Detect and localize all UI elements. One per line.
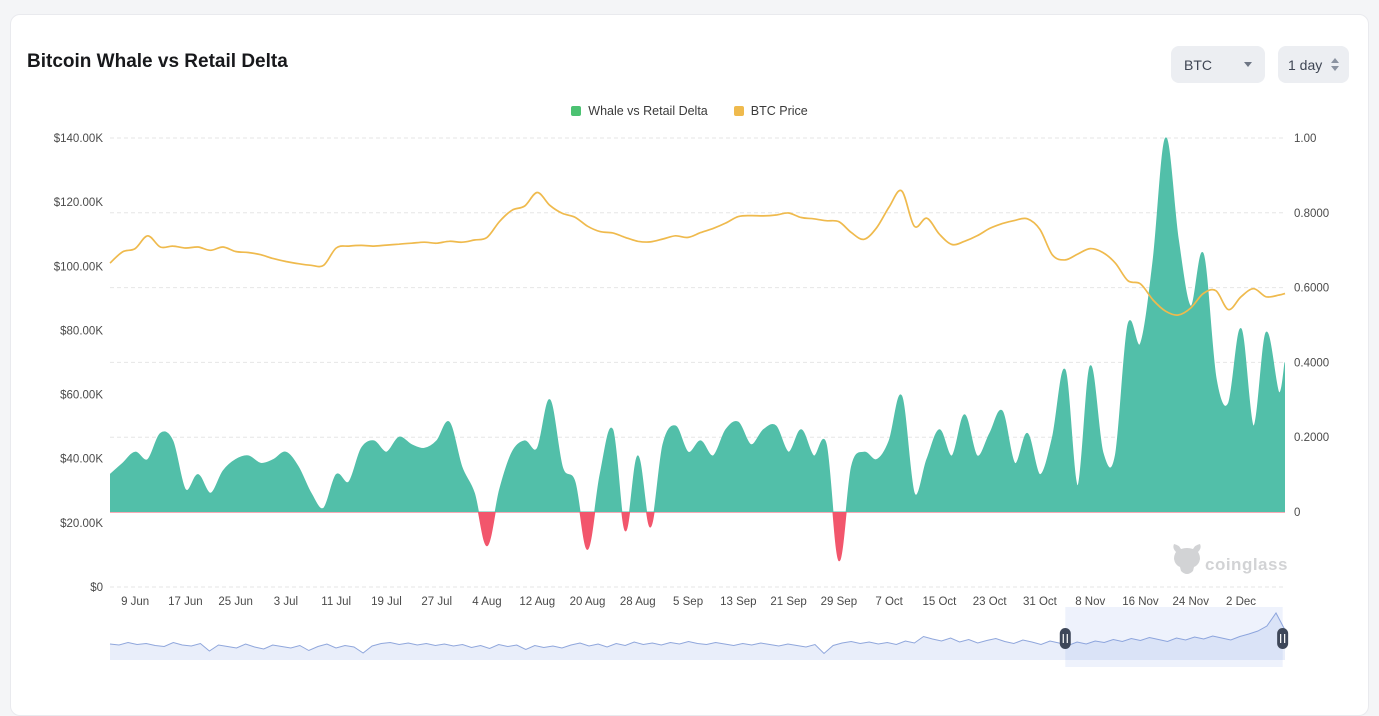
svg-text:19 Jul: 19 Jul [371, 596, 402, 608]
whale-delta-series [110, 137, 1285, 562]
svg-text:$80.00K: $80.00K [60, 325, 103, 337]
svg-text:1.00: 1.00 [1294, 133, 1316, 145]
svg-text:coinglass: coinglass [1205, 555, 1288, 574]
legend-item-whale-delta[interactable]: Whale vs Retail Delta [571, 104, 708, 118]
svg-text:0: 0 [1294, 507, 1300, 519]
chevron-down-icon [1244, 62, 1252, 67]
svg-text:0.6000: 0.6000 [1294, 283, 1329, 295]
svg-text:13 Sep: 13 Sep [720, 596, 756, 608]
gridlines [110, 137, 1285, 588]
svg-text:3 Jul: 3 Jul [274, 596, 298, 608]
symbol-select-value: BTC [1184, 56, 1212, 73]
svg-text:8 Nov: 8 Nov [1075, 596, 1105, 608]
interval-select[interactable]: 1 day [1278, 46, 1349, 83]
btc-price-series [109, 189, 1286, 316]
symbol-select[interactable]: BTC [1171, 46, 1265, 83]
y-axis-left: $140.00K $120.00K $100.00K $80.00K $60.00K $4… [54, 133, 104, 594]
watermark: coinglass [1173, 544, 1288, 574]
legend-item-label: Whale vs Retail Delta [588, 104, 708, 118]
navigator[interactable] [109, 607, 1289, 667]
svg-text:$120.00K: $120.00K [54, 197, 104, 209]
svg-text:16 Nov: 16 Nov [1122, 596, 1159, 608]
svg-text:21 Sep: 21 Sep [770, 596, 806, 608]
svg-text:$100.00K: $100.00K [54, 261, 104, 273]
legend: Whale vs Retail Delta BTC Price [11, 104, 1368, 118]
svg-text:23 Oct: 23 Oct [973, 596, 1008, 608]
svg-text:29 Sep: 29 Sep [821, 596, 857, 608]
svg-text:0.2000: 0.2000 [1294, 432, 1329, 444]
svg-text:20 Aug: 20 Aug [570, 596, 606, 608]
svg-text:$0: $0 [90, 582, 103, 594]
svg-text:$140.00K: $140.00K [54, 133, 104, 145]
svg-text:17 Jun: 17 Jun [168, 596, 203, 608]
svg-text:$60.00K: $60.00K [60, 390, 103, 402]
svg-text:7 Oct: 7 Oct [875, 596, 903, 608]
svg-text:4 Aug: 4 Aug [472, 596, 501, 608]
btc-price-swatch [733, 106, 744, 116]
svg-text:24 Nov: 24 Nov [1173, 596, 1210, 608]
svg-text:0.4000: 0.4000 [1294, 357, 1329, 369]
svg-text:31 Oct: 31 Oct [1023, 596, 1058, 608]
main-chart: $140.00K $120.00K $100.00K $80.00K $60.00K $4… [54, 133, 1329, 667]
svg-text:12 Aug: 12 Aug [519, 596, 555, 608]
spinner-icon [1331, 58, 1339, 71]
svg-text:9 Jun: 9 Jun [121, 596, 149, 608]
nav-selection-window[interactable] [1065, 607, 1283, 667]
nav-right-handle[interactable] [1277, 628, 1289, 649]
x-axis: 9 Jun 17 Jun 25 Jun 3 Jul 11 Jul 19 Jul 27 Jul… [121, 596, 1256, 608]
svg-text:$40.00K: $40.00K [60, 454, 103, 466]
svg-text:11 Jul: 11 Jul [321, 596, 351, 608]
svg-text:$20.00K: $20.00K [60, 518, 103, 530]
svg-text:25 Jun: 25 Jun [218, 596, 253, 608]
y-axis-right: 1.00 0.8000 0.6000 0.4000 0.2000 0 [1294, 133, 1329, 519]
nav-left-handle[interactable] [1059, 628, 1071, 649]
svg-text:27 Jul: 27 Jul [421, 596, 452, 608]
legend-item-btc-price[interactable]: BTC Price [733, 104, 808, 118]
svg-text:28 Aug: 28 Aug [620, 596, 656, 608]
page-title: Bitcoin Whale vs Retail Delta [27, 51, 288, 72]
interval-select-value: 1 day [1288, 56, 1323, 73]
legend-item-label: BTC Price [750, 104, 808, 118]
svg-text:5 Sep: 5 Sep [673, 596, 703, 608]
svg-text:2 Dec: 2 Dec [1226, 596, 1256, 608]
whale-delta-swatch [571, 106, 582, 116]
svg-text:15 Oct: 15 Oct [922, 596, 957, 608]
svg-text:0.8000: 0.8000 [1294, 208, 1329, 220]
